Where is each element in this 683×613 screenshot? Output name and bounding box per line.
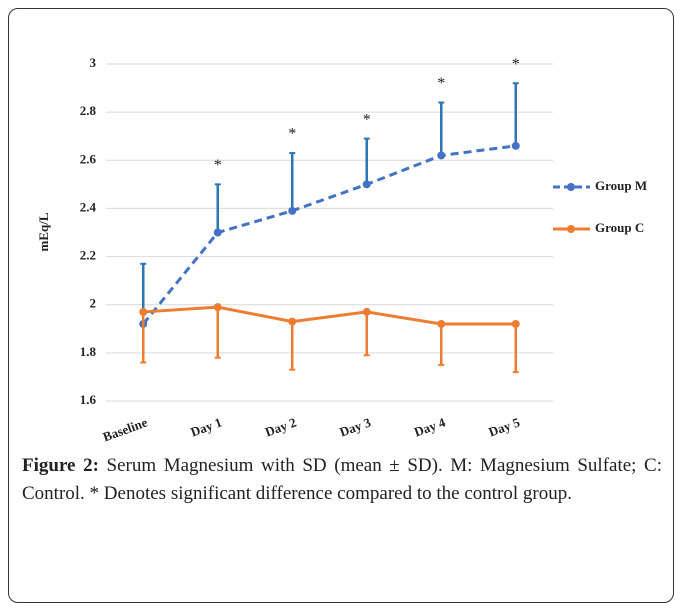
data-point [511, 141, 520, 150]
data-point [213, 303, 222, 312]
x-tick-label: Day 3 [337, 414, 373, 439]
y-tick-label: 3 [90, 55, 97, 70]
legend-marker [567, 225, 575, 233]
data-point [511, 319, 520, 328]
caption-label: Figure 2: [22, 455, 99, 476]
data-point [437, 319, 446, 328]
y-tick-label: 2.6 [80, 151, 97, 166]
y-tick-label: 1.8 [80, 344, 97, 359]
series-line [142, 144, 516, 325]
annotation: * [363, 111, 371, 128]
annotation: * [214, 157, 222, 174]
annotation: * [437, 75, 445, 92]
series-line [143, 305, 516, 326]
figure-frame [8, 8, 674, 603]
data-point [288, 317, 297, 326]
x-tick-label: Day 5 [486, 414, 522, 439]
data-point [213, 228, 222, 237]
legend-label: Group C [595, 220, 644, 235]
y-axis-label: mEq/L [36, 212, 51, 251]
chart: mEq/L 1.6 1.8 2 2.2 2.4 2.6 2.8 3 Baseline Day 1 D… [36, 55, 647, 444]
data-point [362, 307, 371, 316]
x-tick-label: Day 4 [412, 414, 448, 439]
y-tick-label: 2 [90, 296, 97, 311]
caption-text: Serum Magnesium with SD (mean ± SD). M: … [22, 455, 662, 504]
x-tick-label: Day 1 [188, 415, 223, 440]
legend-marker [567, 183, 575, 191]
caption: Figure 2: Serum Magnesium with SD (mean … [22, 452, 662, 508]
data-point [362, 180, 371, 189]
legend-label: Group M [595, 178, 647, 193]
x-tick-label: Day 2 [263, 415, 298, 440]
y-tick-label: 2.8 [80, 103, 97, 118]
annotation: * [288, 126, 296, 143]
y-tick-label: 2.4 [80, 199, 97, 214]
data-point [288, 206, 297, 215]
data-point [139, 307, 148, 316]
x-tick-label: Baseline [101, 414, 150, 444]
data-point [437, 151, 446, 160]
y-tick-label: 2.2 [80, 248, 96, 263]
annotation: * [512, 56, 520, 73]
y-tick-label: 1.6 [80, 392, 97, 407]
